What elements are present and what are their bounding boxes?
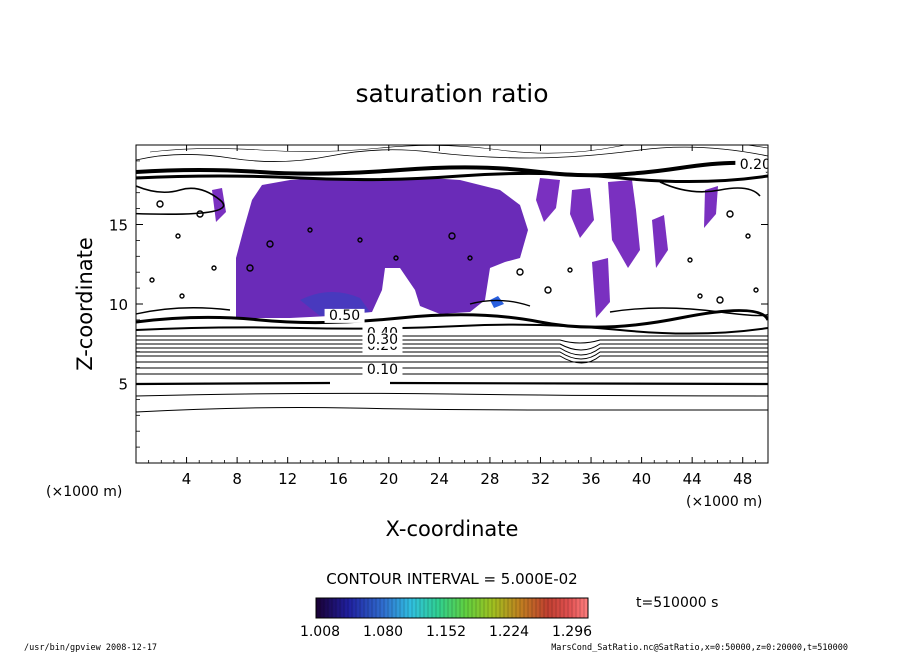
footer-right: MarsCond_SatRatio.nc@SatRatio,x=0:50000,… bbox=[551, 643, 848, 653]
x-unit-left: (×1000 m) bbox=[46, 484, 122, 500]
x-tick-label: 16 bbox=[329, 470, 348, 488]
purple-cloud-main bbox=[236, 178, 528, 318]
y-tick-label: 15 bbox=[109, 217, 128, 235]
x-tick-label: 32 bbox=[531, 470, 550, 488]
y-axis-ticks: 5 10 15 bbox=[109, 160, 768, 448]
y-tick-label: 10 bbox=[109, 296, 128, 314]
contour-label: 0.10 bbox=[367, 362, 398, 378]
purple-streak bbox=[652, 215, 668, 268]
x-tick-label: 44 bbox=[683, 470, 702, 488]
contour-labels: 0.100.200.400.500.300.20 bbox=[324, 157, 771, 378]
contour-label: 0.20 bbox=[740, 157, 771, 173]
colorbar-tick-label: 1.008 bbox=[300, 624, 340, 640]
contour-plot: 0.100.200.400.500.300.20 481216202428323… bbox=[109, 144, 771, 488]
purple-streak bbox=[592, 258, 610, 318]
x-tick-label: 48 bbox=[733, 470, 752, 488]
blue-patch bbox=[490, 296, 504, 308]
footer-left: /usr/bin/gpview 2008-12-17 bbox=[24, 643, 157, 653]
colorbar: 1.008 1.080 1.152 1.224 1.296 bbox=[300, 597, 592, 640]
time-label: t=510000 s bbox=[636, 595, 718, 611]
contour-label-bg bbox=[735, 157, 768, 172]
purple-streak bbox=[704, 186, 718, 228]
supersaturation-region bbox=[212, 178, 718, 318]
purple-streak bbox=[570, 188, 594, 238]
x-tick-label: 8 bbox=[232, 470, 242, 488]
y-tick-label: 5 bbox=[118, 376, 128, 394]
contour-label-bg bbox=[362, 332, 403, 347]
y-axis-title: Z-coordinate bbox=[73, 237, 97, 371]
purple-streak bbox=[536, 178, 560, 222]
purple-streak bbox=[608, 180, 640, 268]
x-unit-right: (×1000 m) bbox=[686, 494, 762, 510]
speckle-contours bbox=[136, 200, 768, 317]
x-tick-label: 40 bbox=[632, 470, 651, 488]
x-tick-label: 4 bbox=[182, 470, 192, 488]
colorbar-stripes bbox=[319, 598, 585, 618]
upper-contours bbox=[136, 145, 768, 216]
x-tick-label: 28 bbox=[480, 470, 499, 488]
contour-label: 0.30 bbox=[367, 332, 398, 348]
colorbar-tick-label: 1.152 bbox=[426, 624, 466, 640]
contour-label: 0.50 bbox=[329, 308, 360, 324]
colorbar-tick-label: 1.296 bbox=[552, 624, 592, 640]
x-axis-ticks: 4 8 12 16 20 24 28 32 36 40 44 48 bbox=[148, 145, 756, 488]
chart-title: saturation ratio bbox=[355, 79, 548, 108]
contour-interval: CONTOUR INTERVAL = 5.000E-02 bbox=[326, 570, 577, 588]
x-tick-label: 12 bbox=[278, 470, 297, 488]
x-axis-title: X-coordinate bbox=[386, 517, 519, 541]
x-tick-label: 36 bbox=[581, 470, 600, 488]
colorbar-tick-label: 1.224 bbox=[489, 624, 529, 640]
contour-label-bg bbox=[362, 362, 403, 377]
x-tick-label: 24 bbox=[430, 470, 449, 488]
colorbar-tick-label: 1.080 bbox=[363, 624, 403, 640]
contour-label-bg bbox=[324, 308, 365, 323]
lower-contours bbox=[136, 309, 768, 413]
x-tick-label: 20 bbox=[379, 470, 398, 488]
colorbar-tick-labels: 1.008 1.080 1.152 1.224 1.296 bbox=[300, 624, 592, 640]
